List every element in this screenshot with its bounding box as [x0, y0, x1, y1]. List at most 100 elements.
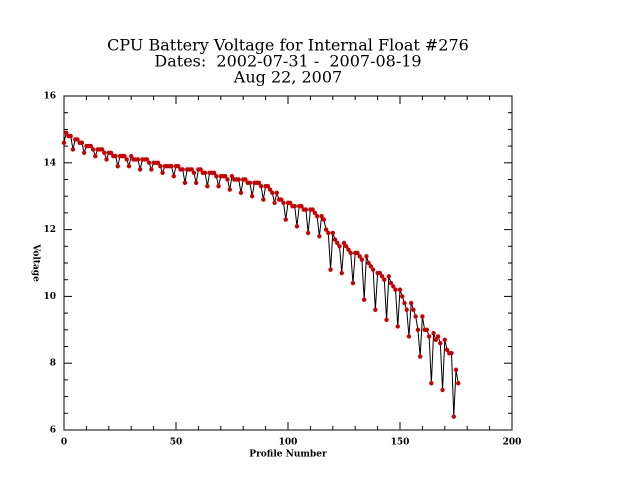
data-point — [122, 153, 127, 159]
data-point — [366, 260, 371, 266]
y-tick-label: 14 — [43, 158, 56, 168]
data-point — [146, 160, 152, 165]
x-tick-label: 100 — [279, 438, 298, 448]
data-point — [281, 200, 286, 206]
data-point — [267, 187, 273, 192]
data-point — [451, 414, 456, 419]
data-point — [314, 214, 320, 219]
data-point — [411, 307, 416, 312]
data-point — [294, 224, 300, 229]
data-point — [326, 230, 331, 236]
data-point — [247, 180, 253, 186]
data-point — [129, 153, 134, 159]
data-point — [417, 354, 423, 359]
data-point — [274, 190, 279, 196]
data-point — [191, 170, 197, 176]
y-tick-label: 10 — [43, 292, 56, 302]
data-point — [406, 334, 412, 339]
data-point — [312, 210, 318, 216]
data-point — [395, 324, 400, 329]
data-point — [415, 327, 421, 332]
data-point — [216, 183, 221, 189]
data-point — [261, 197, 266, 202]
data-point — [328, 267, 333, 272]
data-point — [393, 287, 398, 292]
data-point — [193, 180, 199, 186]
y-tick-label: 6 — [50, 426, 56, 436]
data-point — [310, 207, 315, 212]
data-point — [379, 274, 385, 279]
data-point — [370, 267, 376, 272]
data-point — [236, 177, 241, 182]
data-point — [126, 163, 132, 169]
y-axis-label: Voltage — [31, 243, 41, 282]
data-point — [317, 234, 322, 239]
data-point — [104, 157, 109, 162]
data-point — [355, 250, 360, 256]
data-point — [155, 160, 161, 165]
data-point — [113, 153, 118, 159]
data-point — [223, 173, 228, 179]
data-point — [453, 367, 459, 373]
data-point — [435, 334, 441, 339]
data-point — [319, 214, 324, 219]
data-point — [214, 173, 219, 179]
data-point — [402, 300, 407, 306]
data-point — [93, 153, 98, 159]
data-point — [332, 237, 338, 242]
data-point — [288, 200, 293, 206]
data-point — [202, 170, 208, 176]
x-tick-label: 0 — [61, 438, 67, 448]
data-point — [102, 150, 107, 155]
data-point — [90, 147, 96, 152]
data-point — [160, 170, 165, 176]
data-point — [426, 334, 432, 339]
x-axis-label: Profile Number — [249, 450, 327, 460]
data-point — [149, 167, 154, 172]
data-point — [182, 180, 188, 186]
data-point — [238, 190, 244, 196]
data-point — [440, 387, 445, 393]
data-point — [420, 314, 425, 319]
title-line: Dates: 2002-07-31 - 2007-08-19 — [154, 52, 421, 71]
data-point — [305, 230, 311, 236]
data-point — [299, 204, 304, 209]
y-tick-label: 8 — [50, 359, 56, 369]
data-point — [75, 137, 80, 142]
data-point — [388, 280, 394, 286]
data-point — [404, 307, 409, 312]
data-point — [229, 173, 235, 179]
data-point — [330, 230, 335, 236]
data-point — [99, 147, 105, 152]
data-point — [265, 183, 271, 189]
data-point — [377, 270, 383, 276]
title-line: CPU Battery Voltage for Internal Float #… — [107, 36, 469, 55]
data-point — [205, 183, 210, 189]
data-point — [88, 143, 94, 149]
data-point — [198, 167, 203, 172]
data-point — [397, 287, 403, 292]
data-point — [413, 314, 418, 319]
data-point — [180, 167, 185, 172]
data-point — [68, 133, 73, 139]
data-point — [449, 350, 454, 356]
data-point — [115, 163, 120, 169]
data-point — [256, 180, 262, 186]
data-point — [249, 194, 255, 199]
data-point — [359, 257, 365, 262]
data-point — [409, 300, 414, 306]
data-point — [373, 307, 378, 312]
data-point — [344, 244, 349, 249]
data-point — [384, 317, 389, 322]
x-tick-label: 150 — [391, 438, 410, 448]
data-point — [303, 207, 309, 212]
data-point — [348, 250, 353, 256]
data-point — [391, 284, 396, 289]
data-point — [337, 244, 342, 249]
data-point — [144, 157, 150, 162]
x-tick-label: 200 — [503, 438, 522, 448]
data-point — [243, 177, 248, 182]
data-point — [424, 327, 430, 332]
